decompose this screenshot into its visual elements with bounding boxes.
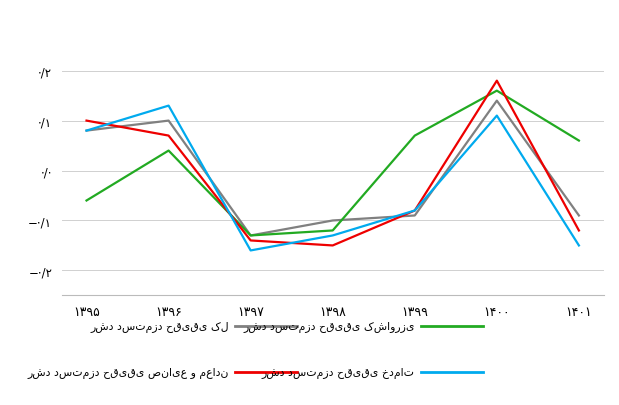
Text: رشد دستمزد حقیقی خدمات: رشد دستمزد حقیقی خدمات — [262, 367, 415, 378]
Text: رشد دستمزد حقیقی کل: رشد دستمزد حقیقی کل — [90, 321, 229, 332]
Text: شکل۵.نمودار روند دستمزد حقیقی در بخش‌های مختلف اقتصادی (درصد): شکل۵.نمودار روند دستمزد حقیقی در بخش‌های… — [30, 14, 589, 28]
Text: رشد دستمزد حقیقی کشاورزی: رشد دستمزد حقیقی کشاورزی — [243, 321, 415, 332]
Text: رشد دستمزد حقیقی صنایع و معادن: رشد دستمزد حقیقی صنایع و معادن — [28, 367, 229, 378]
